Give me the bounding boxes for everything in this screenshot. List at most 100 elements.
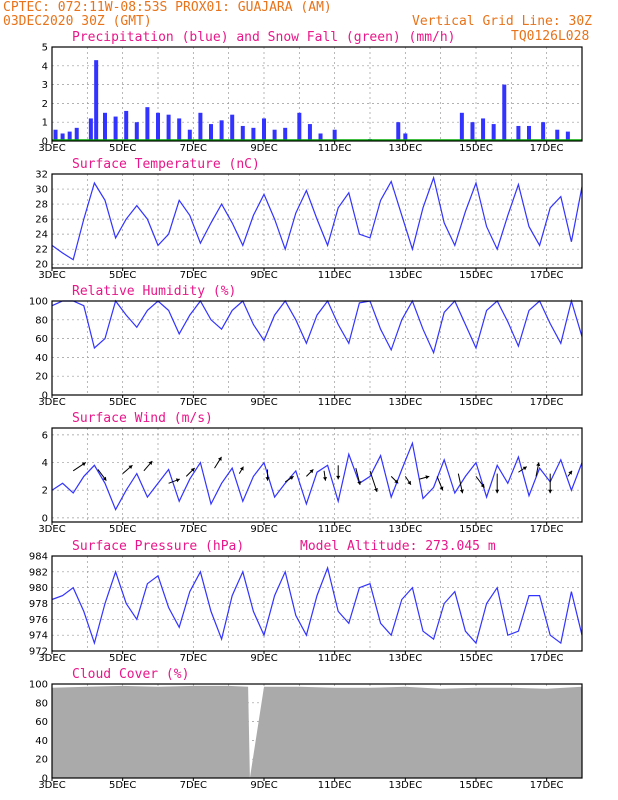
y-tick-label: 978 — [29, 599, 48, 610]
x-tick-label: 5DEC — [109, 270, 136, 281]
wind-vector-head — [190, 467, 195, 472]
y-tick-label: 0 — [42, 513, 48, 524]
y-tick-label: 100 — [29, 297, 48, 308]
precip-bar — [88, 118, 93, 141]
y-tick-label: 5 — [42, 43, 48, 54]
precip-bar — [124, 110, 129, 141]
precip-bar — [527, 125, 531, 141]
precip-bar — [459, 112, 464, 141]
wind-vector-head — [357, 481, 362, 485]
panel-frame — [51, 300, 583, 396]
x-tick-label: 5DEC — [109, 653, 136, 664]
x-tick-label: 7DEC — [180, 270, 207, 281]
y-tick-label: 0 — [42, 774, 48, 785]
wind-vector-head — [373, 487, 378, 492]
precip-bar — [74, 127, 79, 141]
panel-title: Surface Temperature (nC) — [72, 157, 260, 172]
y-tick-label: 0 — [42, 137, 48, 148]
panel-5: 972 974 976 978 980 982 984 3DEC 5DEC 7DEC 9DEC 11D… — [29, 539, 583, 664]
x-tick-label: 9DEC — [250, 524, 277, 535]
panel-subtitle: Model Altitude: 273.045 m — [300, 539, 496, 554]
precip-bar — [177, 118, 182, 141]
precip-bar — [470, 122, 475, 141]
x-tick-label: 5DEC — [109, 397, 136, 408]
wind-vector-head — [480, 483, 485, 488]
panel-frame — [51, 683, 583, 779]
y-tick-label: 976 — [29, 615, 48, 626]
precip-bar — [262, 118, 266, 141]
precip-bar — [251, 127, 256, 141]
y-tick-label: 980 — [29, 583, 48, 594]
x-tick-label: 15DEC — [459, 143, 493, 154]
y-tick-label: 972 — [29, 647, 48, 658]
wind-vector-head — [175, 478, 180, 483]
y-tick-label: 6 — [42, 430, 48, 441]
x-tick-label: 9DEC — [250, 143, 277, 154]
precip-bar — [318, 133, 323, 141]
wind-vector-head — [394, 479, 399, 484]
y-tick-label: 2 — [42, 99, 48, 110]
precip-bar — [53, 129, 58, 141]
x-tick-label: 3DEC — [38, 653, 65, 664]
precip-bar — [230, 114, 235, 141]
wind-vector-head — [425, 475, 430, 480]
wind-vector-head — [407, 480, 411, 485]
y-tick-label: 1 — [42, 118, 48, 129]
panel-1: 0 1 2 3 4 5 3DEC 5DEC 7DEC 9DEC 11DEC 13DEC 15DEC 17D… — [38, 30, 583, 154]
precip-bar — [103, 112, 107, 141]
precip-bar — [565, 131, 570, 141]
x-tick-label: 7DEC — [180, 143, 207, 154]
y-tick-label: 20 — [35, 260, 48, 271]
x-tick-label: 13DEC — [388, 780, 422, 791]
x-tick-label: 17DEC — [530, 780, 564, 791]
panel-title: Surface Pressure (hPa) — [72, 539, 244, 554]
x-tick-label: 3DEC — [38, 524, 65, 535]
x-tick-label: 15DEC — [459, 524, 493, 535]
wind-vector-head — [309, 469, 314, 474]
panel-6: 0 20 40 60 80 100 3DEC 5DEC 7DEC 9DEC 11DEC 13DEC 15… — [29, 667, 583, 791]
wind-vector — [369, 470, 378, 493]
y-tick-label: 30 — [35, 185, 48, 196]
precip-bar — [332, 129, 337, 141]
y-tick-label: 2 — [42, 486, 48, 497]
series-line — [51, 441, 583, 512]
y-tick-label: 40 — [35, 353, 48, 364]
x-tick-label: 3DEC — [38, 143, 65, 154]
x-tick-label: 9DEC — [250, 780, 277, 791]
y-tick-label: 100 — [29, 680, 48, 691]
x-tick-label: 11DEC — [318, 397, 352, 408]
y-tick-label: 20 — [35, 372, 48, 383]
x-tick-label: 15DEC — [459, 270, 493, 281]
y-tick-label: 982 — [29, 567, 48, 578]
x-tick-label: 3DEC — [38, 397, 65, 408]
x-tick-label: 15DEC — [459, 397, 493, 408]
x-tick-label: 9DEC — [250, 653, 277, 664]
y-tick-label: 60 — [35, 334, 48, 345]
x-tick-label: 13DEC — [388, 653, 422, 664]
panel-frame — [51, 173, 583, 269]
panel-title: Relative Humidity (%) — [72, 284, 236, 299]
precip-bar — [297, 112, 302, 141]
precip-bar — [283, 127, 288, 141]
wind-vector-head — [217, 456, 222, 461]
x-tick-label: 13DEC — [388, 524, 422, 535]
y-tick-label: 28 — [35, 200, 48, 211]
panel-title: Precipitation (blue) and Snow Fall (gree… — [72, 30, 456, 45]
y-tick-label: 80 — [35, 315, 48, 326]
panel-3: 0 20 40 60 80 100 3DEC 5DEC 7DEC 9DEC 11DEC 13DEC 15… — [29, 284, 583, 408]
precip-bar — [541, 122, 546, 141]
panel-title: Cloud Cover (%) — [72, 667, 189, 682]
precip-bar — [67, 131, 72, 141]
precip-bar — [187, 129, 192, 141]
wind-vector-head — [102, 476, 107, 481]
x-tick-label: 7DEC — [180, 397, 207, 408]
x-tick-label: 17DEC — [530, 143, 564, 154]
y-tick-label: 4 — [42, 61, 48, 72]
precip-bar — [209, 124, 213, 141]
wind-vector-head — [336, 475, 341, 480]
precip-bar — [502, 84, 507, 141]
x-tick-label: 7DEC — [180, 524, 207, 535]
precip-bar — [516, 125, 521, 141]
panel-frame — [51, 46, 583, 142]
